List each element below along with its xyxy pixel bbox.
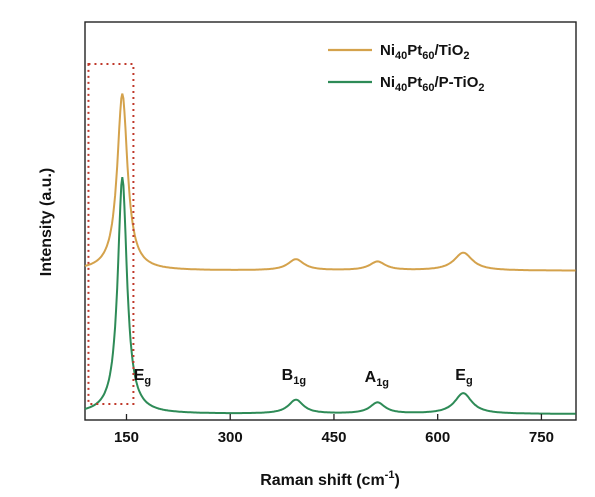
x-tick-label: 150 [114, 429, 139, 446]
peak-label: Eg [134, 367, 151, 387]
legend-label-2: Ni40Pt60/P-TiO2 [380, 74, 485, 94]
x-tick-label: 300 [218, 429, 243, 446]
x-tick-label: 750 [529, 429, 554, 446]
peak-label: B1g [282, 367, 306, 387]
peak-label: Eg [455, 367, 472, 387]
legend: Ni40Pt60/TiO2 Ni40Pt60/P-TiO2 [328, 42, 485, 94]
series-layer [84, 93, 576, 415]
peak-annotations: Eg B1g A1g Eg [134, 367, 473, 389]
peak-label: A1g [365, 369, 389, 389]
x-tick-label: 600 [425, 429, 450, 446]
x-axis-ticks: 150 300 450 600 750 [114, 414, 554, 446]
plot-frame [84, 21, 577, 421]
plot-border [84, 21, 577, 421]
series-line-2 [84, 176, 576, 415]
legend-label-1: Ni40Pt60/TiO2 [380, 42, 470, 62]
x-tick-label: 450 [321, 429, 346, 446]
series-line-1 [84, 93, 576, 272]
x-axis-label: Raman shift (cm-1) [260, 469, 400, 489]
y-axis-label: Intensity (a.u.) [38, 168, 55, 276]
